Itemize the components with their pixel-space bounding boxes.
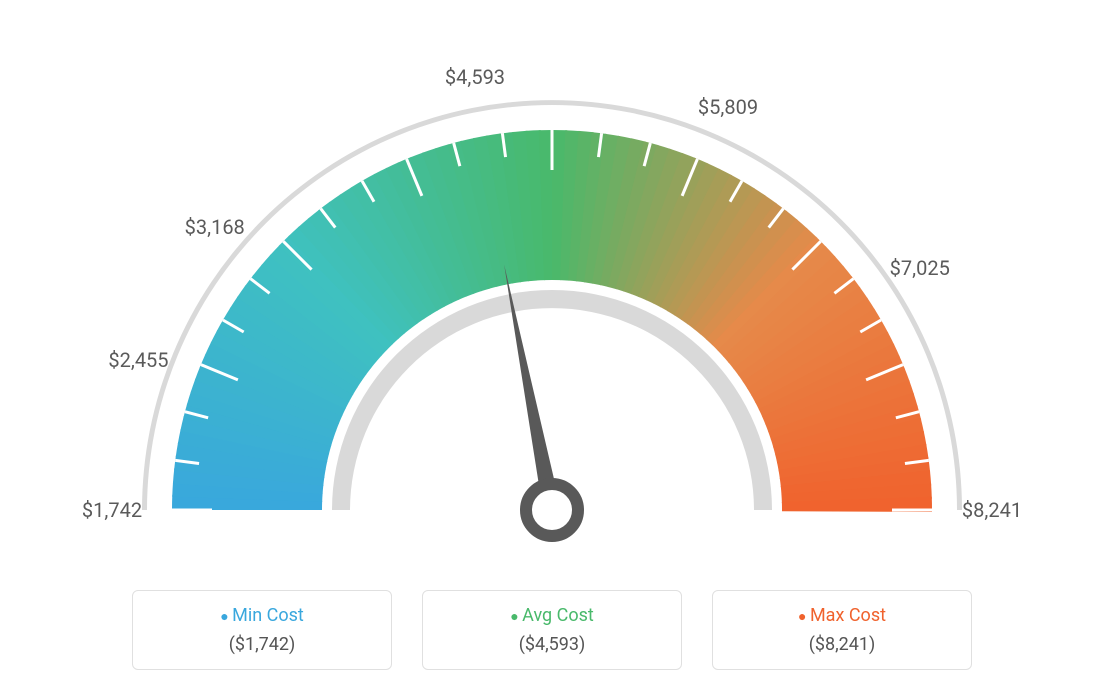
scale-label: $1,742 [82,498,142,522]
legend-value: ($1,742) [153,634,371,655]
legend-title: Min Cost [153,605,371,626]
legend-title: Max Cost [733,605,951,626]
legend-card: Max Cost ($8,241) [712,590,972,670]
scale-label: $3,168 [185,215,245,239]
legend-value: ($4,593) [443,634,661,655]
legend-area: Min Cost ($1,742) Avg Cost ($4,593) Max Cost… [0,590,1104,670]
scale-label: $7,025 [890,256,950,280]
legend-value: ($8,241) [733,634,951,655]
scale-label: $2,455 [108,348,168,372]
legend-title: Avg Cost [443,605,661,626]
gauge-chart-container: $1,742 $2,455 $3,168 $4,593 $5,809 $7,025 $8,2… [0,0,1104,690]
legend-card: Min Cost ($1,742) [132,590,392,670]
gauge-hub [526,484,578,536]
scale-label: $5,809 [698,95,758,119]
scale-label: $4,593 [445,65,505,89]
scale-label: $8,241 [962,498,1022,522]
legend-card: Avg Cost ($4,593) [422,590,682,670]
gauge-area: $1,742 $2,455 $3,168 $4,593 $5,809 $7,025 $8,2… [0,0,1104,560]
